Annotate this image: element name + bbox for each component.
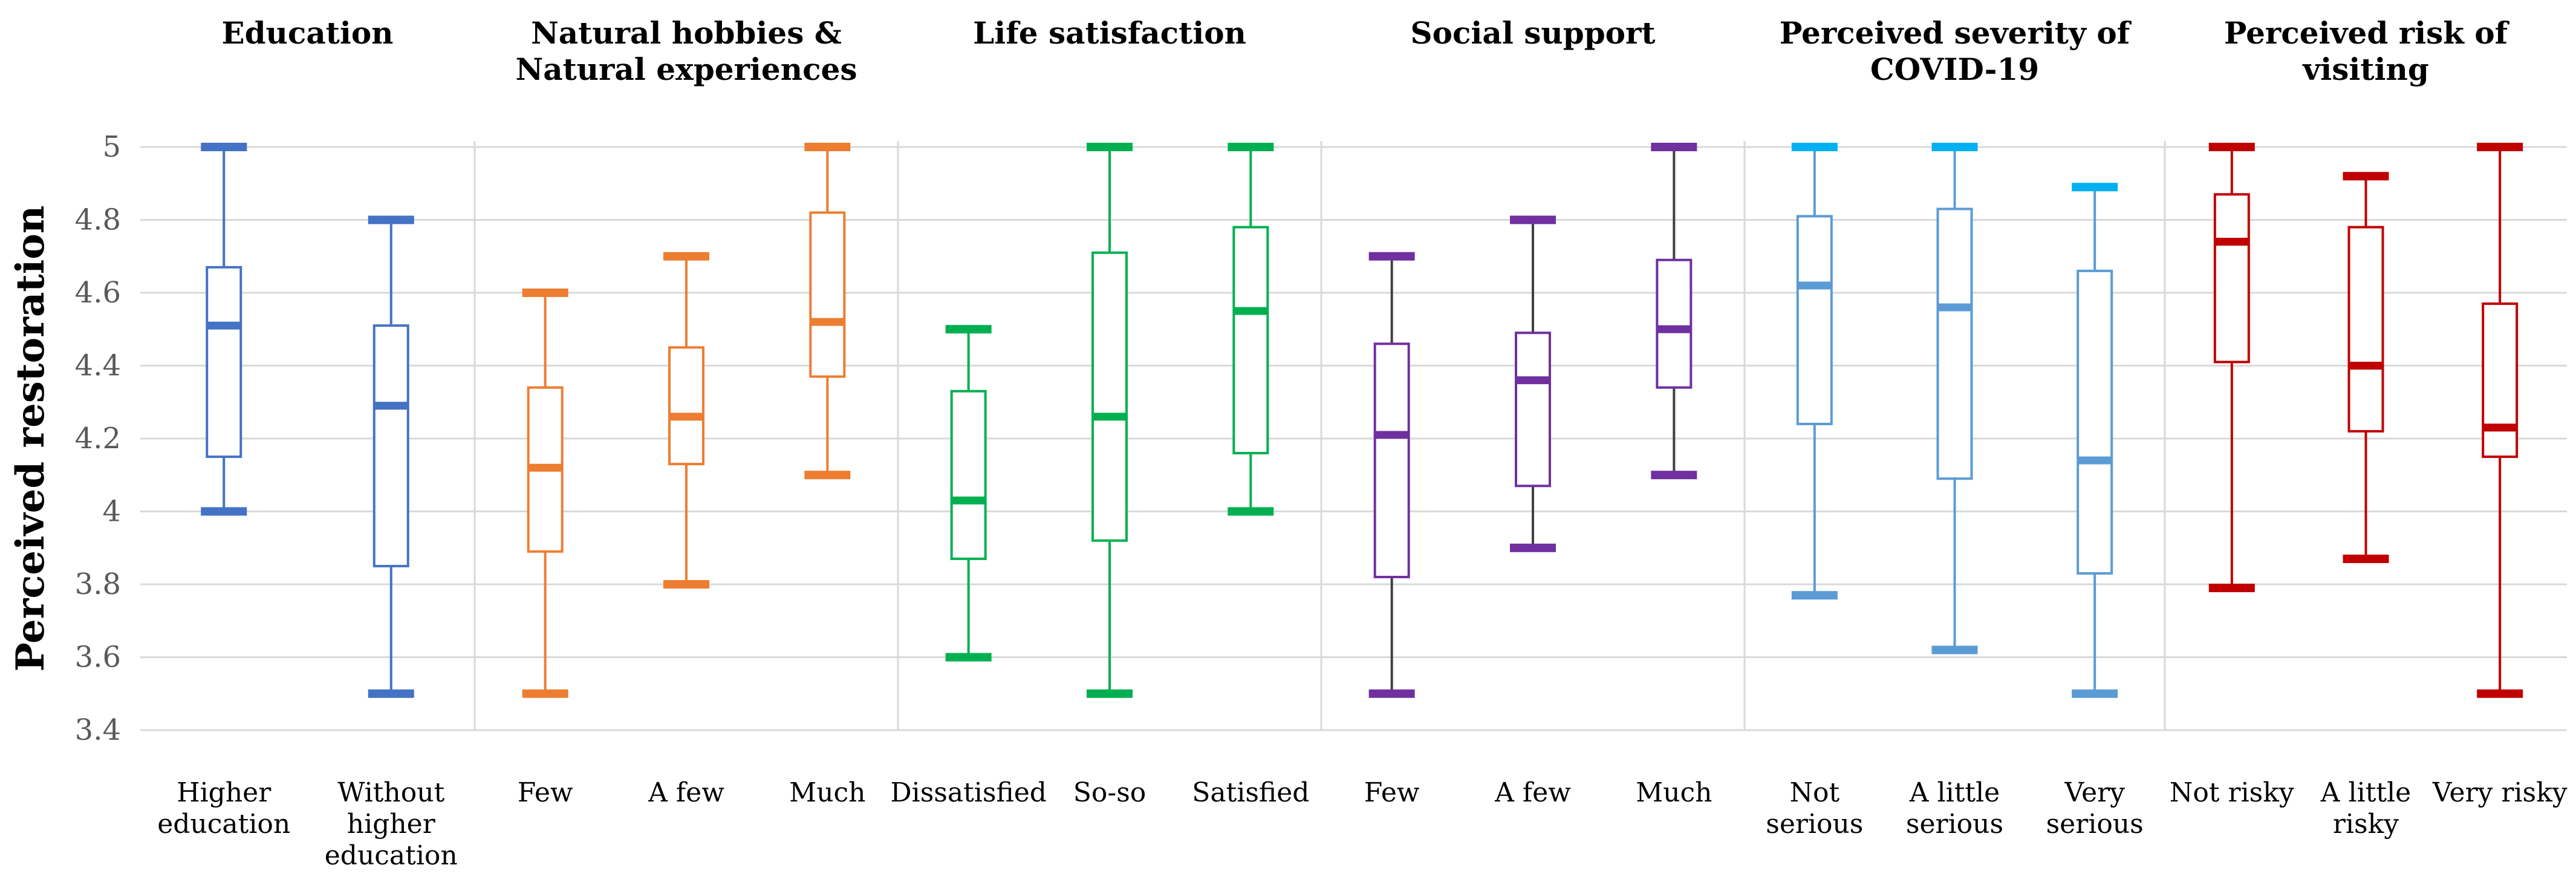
category-label-line: Much — [1636, 777, 1712, 808]
panel-title: Social support — [1411, 15, 1656, 51]
y-tick-label: 4.6 — [75, 276, 121, 310]
category-label-line: risky — [2333, 809, 2399, 840]
iqr-box — [1373, 342, 1410, 578]
category-label-line: Very — [2064, 777, 2125, 808]
iqr-box — [1515, 331, 1551, 488]
category-label-line: education — [157, 809, 290, 840]
category-label: Much — [789, 777, 865, 808]
category-label: Much — [1636, 777, 1712, 808]
panel-title-line: visiting — [2302, 51, 2429, 87]
panel-title: Perceived risk of visiting — [2224, 15, 2510, 87]
category-label: A little serious — [1906, 777, 2003, 840]
iqr-box — [1232, 226, 1269, 455]
category-label-line: Few — [1364, 777, 1420, 808]
category-label-line: A few — [648, 777, 724, 808]
y-axis-title: Perceived restoration — [8, 206, 53, 672]
category-label-line: Not risky — [2170, 777, 2294, 808]
y-tick-label: 4 — [102, 495, 121, 529]
panel-title-line: Life satisfaction — [973, 15, 1246, 51]
panel-title: Natural hobbies & Natural experiences — [516, 15, 857, 87]
panel-title-line: COVID-19 — [1870, 51, 2039, 87]
panel-title-line: Natural experiences — [516, 51, 857, 87]
category-label: Without higher education — [325, 777, 458, 871]
category-label-line: Very risky — [2432, 777, 2568, 808]
y-tick-label: 3.8 — [75, 567, 121, 601]
panel-title-line: Natural hobbies & — [531, 15, 842, 51]
category-label: Few — [1364, 777, 1420, 808]
category-label: Dissatisfied — [890, 777, 1047, 808]
category-label-line: So-so — [1073, 777, 1147, 808]
category-label-line: Higher — [177, 777, 272, 808]
category-label-line: A little — [1909, 777, 2000, 808]
category-label-line: Not — [1789, 777, 1839, 808]
category-label-line: Few — [518, 777, 573, 808]
panel-title-line: Education — [221, 15, 393, 51]
category-label: Very risky — [2432, 777, 2568, 808]
y-tick-label: 3.4 — [75, 713, 121, 747]
category-label: A few — [1494, 777, 1571, 808]
category-label-line: serious — [1906, 809, 2003, 840]
category-label: Few — [518, 777, 573, 808]
category-label: A few — [648, 777, 724, 808]
iqr-box — [809, 211, 846, 378]
iqr-box — [1091, 251, 1128, 542]
iqr-box — [206, 266, 242, 459]
panel-title-line: Perceived severity of — [1780, 15, 2132, 51]
iqr-box — [1656, 258, 1693, 389]
iqr-box — [372, 324, 409, 567]
y-tick-label: 4.4 — [75, 349, 121, 383]
panel-title: Perceived severity of COVID-19 — [1780, 15, 2132, 87]
category-label-line: Without — [337, 777, 444, 808]
category-label: Not serious — [1766, 777, 1863, 840]
category-label: Satisfied — [1192, 777, 1309, 808]
category-label-line: Dissatisfied — [890, 777, 1047, 808]
iqr-box — [2213, 193, 2250, 364]
category-label: Not risky — [2170, 777, 2294, 808]
category-label-line: Satisfied — [1192, 777, 1309, 808]
panel-title: Life satisfaction — [973, 15, 1246, 51]
category-label: Very serious — [2046, 777, 2144, 840]
category-label-line: A few — [1494, 777, 1571, 808]
iqr-box — [2347, 226, 2384, 432]
category-label: So-so — [1073, 777, 1147, 808]
category-label-line: Much — [789, 777, 865, 808]
category-label-line: higher — [347, 809, 436, 840]
y-tick-label: 3.6 — [75, 641, 121, 674]
category-label-line: A little — [2320, 777, 2411, 808]
iqr-box — [2482, 302, 2519, 459]
category-label: A little risky — [2320, 777, 2411, 840]
category-label-line: serious — [1766, 809, 1863, 840]
category-label-line: education — [325, 840, 458, 871]
iqr-box — [1796, 215, 1833, 425]
panel-title: Education — [221, 15, 393, 51]
category-label: Higher education — [157, 777, 290, 840]
iqr-box — [2077, 269, 2113, 575]
y-tick-label: 5 — [102, 130, 121, 164]
iqr-box — [668, 346, 704, 466]
y-tick-label: 4.2 — [75, 422, 121, 455]
category-label-line: serious — [2046, 809, 2144, 840]
iqr-box — [950, 390, 987, 560]
y-tick-label: 4.8 — [75, 203, 121, 237]
panel-title-line: Perceived risk of — [2224, 15, 2510, 51]
iqr-box — [1936, 207, 1973, 480]
panel-title-line: Social support — [1411, 15, 1656, 51]
